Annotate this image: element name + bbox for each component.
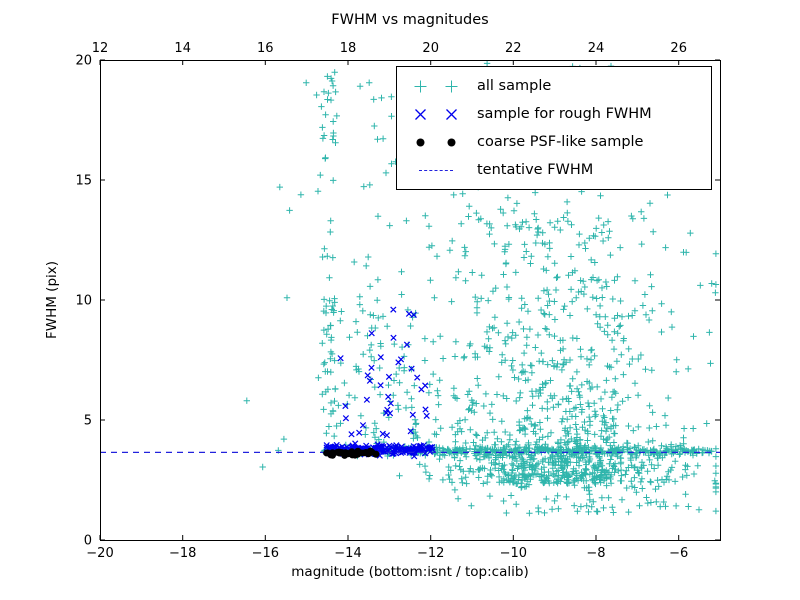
chart-title: FWHM vs magnitudes — [331, 12, 489, 28]
legend-label: coarse PSF-like sample — [477, 133, 644, 150]
legend-row-psf-sample: coarse PSF-like sample — [407, 131, 701, 153]
legend-label: all sample — [477, 77, 552, 94]
x-tick-label-bottom: −8 — [586, 546, 605, 561]
y-tick-label: 0 — [84, 534, 92, 549]
x-tick-label-bottom: −16 — [252, 546, 279, 561]
y-tick-label: 15 — [75, 174, 92, 189]
x-tick-label-top: 26 — [670, 41, 687, 56]
x-tick-label-top: 24 — [588, 41, 605, 56]
x-tick-label-bottom: −14 — [334, 546, 361, 561]
scatter-series-coarse-PSF-like-sample — [323, 447, 380, 459]
x-axis-label: magnitude (bottom:isnt / top:calib) — [291, 564, 529, 580]
x-tick-label-top: 16 — [257, 41, 274, 56]
y-axis-label: FWHM (pix) — [44, 260, 60, 340]
x-tick-label-bottom: −20 — [86, 546, 113, 561]
legend-label: sample for rough FWHM — [477, 105, 652, 122]
x-tick-label-bottom: −12 — [417, 546, 444, 561]
x-marker-icon — [407, 107, 465, 122]
x-tick-label-top: 20 — [422, 41, 439, 56]
legend-row-rough-fwhm: sample for rough FWHM — [407, 103, 701, 125]
x-tick-label-bottom: −6 — [669, 546, 688, 561]
x-tick-label-top: 18 — [340, 41, 357, 56]
x-tick-label-top: 12 — [92, 41, 109, 56]
legend: all sample sample for rough FWHM coarse … — [396, 66, 712, 190]
legend-row-all-sample: all sample — [407, 75, 701, 97]
x-tick-label-bottom: −18 — [169, 546, 196, 561]
plus-marker-icon — [407, 79, 465, 94]
y-tick-label: 20 — [75, 54, 92, 69]
tick-marks — [99, 59, 720, 541]
legend-label: tentative FWHM — [477, 161, 594, 178]
y-tick-label: 10 — [75, 294, 92, 309]
scatter-series-all-sample — [243, 60, 720, 517]
y-tick-label: 5 — [84, 414, 92, 429]
x-tick-label-top: 14 — [174, 41, 191, 56]
x-tick-label-bottom: −10 — [500, 546, 527, 561]
dashed-line-icon — [407, 169, 465, 171]
x-tick-label-top: 22 — [505, 41, 522, 56]
legend-row-tentative-fwhm: tentative FWHM — [407, 159, 701, 181]
dot-marker-icon — [407, 135, 465, 150]
